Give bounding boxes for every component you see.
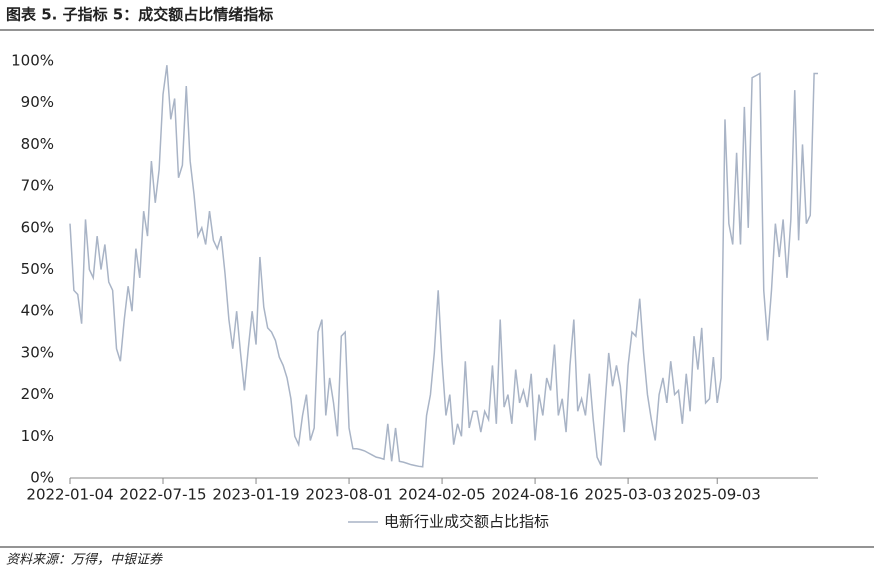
x-tick-label: 2022-07-15 xyxy=(119,486,206,504)
x-tick-label: 2023-08-01 xyxy=(305,486,392,504)
x-tick-label: 2024-02-05 xyxy=(398,486,485,504)
y-tick-label: 40% xyxy=(21,302,54,320)
chart-title: 图表 5. 子指标 5：成交额占比情绪指标 xyxy=(6,6,273,24)
y-tick-label: 10% xyxy=(21,427,54,445)
y-tick-label: 50% xyxy=(21,260,54,278)
source: 资料来源：万得，中银证券 xyxy=(6,553,163,568)
y-tick-label: 20% xyxy=(21,385,54,403)
y-tick-label: 90% xyxy=(21,93,54,111)
line-series xyxy=(69,65,818,468)
y-tick-label: 60% xyxy=(21,218,54,236)
y-tick-label: 0% xyxy=(30,469,54,487)
y-tick-label: 80% xyxy=(21,135,54,153)
x-tick-label: 2025-09-03 xyxy=(674,486,761,504)
legend-label: 电新行业成交额占比指标 xyxy=(384,513,549,531)
x-tick-label: 2022-01-04 xyxy=(26,486,113,504)
x-tick-label: 2024-08-16 xyxy=(491,486,578,504)
x-tick-label: 2023-01-19 xyxy=(212,486,299,504)
y-tick-label: 100% xyxy=(11,52,54,70)
y-tick-label: 30% xyxy=(21,343,54,361)
x-tick-label: 2025-03-03 xyxy=(584,486,671,504)
y-tick-label: 70% xyxy=(21,177,54,195)
